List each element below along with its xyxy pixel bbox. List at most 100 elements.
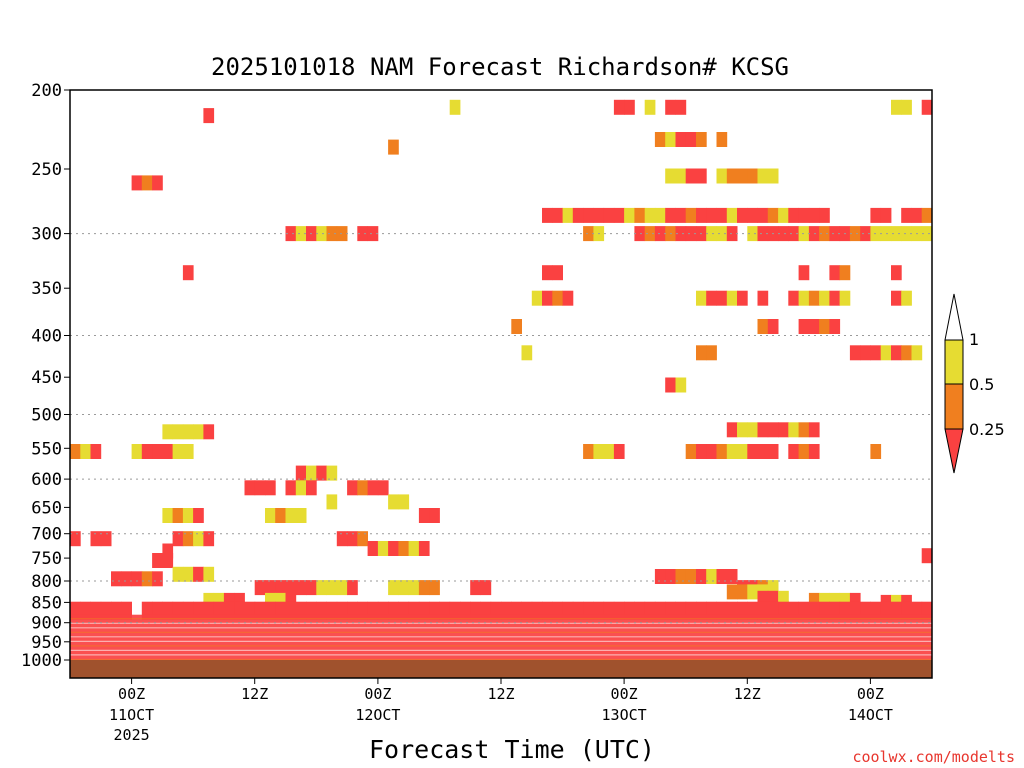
ri-cell-279	[275, 592, 286, 608]
ri-cell-147	[182, 424, 194, 440]
xtick-label-3-l1: 12Z	[487, 685, 514, 703]
ri-cell-299	[152, 601, 163, 620]
ri-cell-215	[172, 531, 184, 547]
ri-cell-105	[829, 265, 841, 281]
ri-cell-194	[306, 480, 317, 496]
ri-cell-33	[572, 207, 584, 223]
ytick-label-850: 850	[31, 593, 62, 613]
ri-cell-187	[316, 465, 327, 481]
ri-cell-249	[254, 580, 266, 596]
ri-cell-196	[357, 480, 368, 496]
ri-cell-97	[891, 226, 902, 242]
ri-cell-49	[737, 207, 748, 223]
ri-cell-311	[275, 601, 286, 620]
ri-cell-353	[706, 601, 717, 620]
ri-cell-155	[778, 422, 789, 438]
ri-cell-77	[675, 226, 687, 242]
credit-text[interactable]: coolwx.com/modelts	[852, 748, 1015, 766]
ri-cell-339	[562, 601, 574, 620]
ri-cell-356	[737, 601, 748, 620]
ri-cell-257	[336, 580, 348, 596]
ri-cell-244	[685, 569, 697, 584]
ri-cell-318	[347, 601, 358, 620]
ri-cell-218	[203, 531, 215, 547]
ri-cell-329	[460, 601, 471, 620]
ri-cell-345	[624, 601, 635, 620]
ri-cell-84	[757, 226, 769, 242]
ytick-label-1000: 1000	[21, 651, 62, 671]
x-axis-ticks: 00Z 11OCT 2025 12Z 00Z 12OCT 12Z 00Z 13OCT 12Z 00Z…	[109, 678, 893, 744]
ytick-label-650: 650	[31, 498, 62, 518]
ri-cell-366	[839, 601, 851, 620]
ri-cell-134	[696, 345, 707, 361]
ri-cell-360	[778, 601, 789, 620]
ri-cell-32	[562, 207, 574, 223]
ri-cell-55	[798, 207, 810, 223]
ri-cell-227	[408, 541, 420, 556]
ri-cell-325	[418, 601, 430, 620]
chart-title: 2025101018 NAM Forecast Richardson# KCSG	[211, 53, 789, 81]
ri-cell-335	[521, 601, 533, 620]
ri-cell-358	[757, 601, 769, 620]
ri-cell-19	[152, 175, 163, 191]
ri-cell-295	[100, 601, 112, 620]
ri-cell-180	[767, 444, 779, 459]
ri-cell-373	[911, 601, 923, 620]
ri-cell-74	[644, 226, 656, 242]
ri-cell-174	[706, 444, 717, 459]
ri-cell-372	[901, 601, 912, 620]
ri-cell-163	[141, 444, 153, 459]
ri-cell-312	[285, 601, 297, 620]
ri-cell-350	[675, 601, 687, 620]
ri-cell-130	[808, 319, 820, 334]
ri-cell-159	[70, 444, 81, 459]
ri-cell-332	[490, 601, 502, 620]
ri-cell-262	[418, 580, 430, 596]
ri-cell-56	[808, 207, 820, 223]
ri-cell-57	[819, 207, 830, 223]
ri-cell-93	[849, 226, 861, 242]
ri-cell-306	[223, 601, 235, 620]
ri-cell-341	[583, 601, 594, 620]
ri-cell-331	[480, 601, 492, 620]
ri-cell-338	[552, 601, 563, 620]
ri-cell-39	[634, 207, 646, 223]
ri-cell-251	[275, 580, 286, 596]
ri-cell-106	[839, 265, 851, 281]
ri-cell-371	[891, 601, 902, 620]
ri-cell-239	[141, 571, 153, 587]
ri-cell-221	[357, 531, 368, 547]
ri-cell-68	[336, 226, 348, 242]
ri-cell-309	[254, 601, 266, 620]
ri-cell-282	[767, 590, 779, 606]
ri-cell-235	[203, 566, 215, 582]
ri-cell-302	[182, 601, 194, 620]
ri-cell-178	[747, 444, 758, 459]
xtick-label-6-l2: 14OCT	[848, 706, 893, 724]
ri-cell-363	[808, 601, 820, 620]
ri-cell-86	[778, 226, 789, 242]
ri-cell-16	[716, 132, 728, 147]
ri-cell-199	[326, 494, 338, 510]
ri-cell-253	[295, 580, 307, 596]
ri-cell-114	[716, 290, 728, 306]
ri-cell-370	[880, 601, 892, 620]
ri-cell-110	[552, 290, 563, 306]
ri-cell-160	[80, 444, 91, 459]
ri-cell-169	[593, 444, 605, 459]
ri-cell-18	[141, 175, 153, 191]
ri-cell-67	[326, 226, 338, 242]
ri-cell-293	[80, 601, 91, 620]
ytick-label-350: 350	[31, 279, 62, 299]
ri-cell-171	[613, 444, 625, 459]
ri-cell-351	[685, 601, 697, 620]
ri-cell-220	[347, 531, 358, 547]
ri-cell-107	[891, 265, 902, 281]
ri-cell-140	[891, 345, 902, 361]
ri-cell-276	[223, 592, 235, 608]
ri-cell-344	[613, 601, 625, 620]
ytick-label-400: 400	[31, 327, 62, 347]
ri-cell-193	[295, 480, 307, 496]
ri-cell-0	[203, 108, 215, 124]
ri-cell-156	[788, 422, 799, 438]
